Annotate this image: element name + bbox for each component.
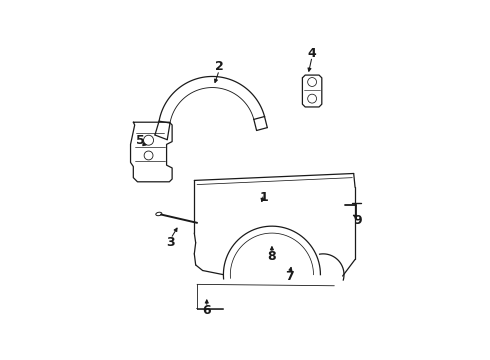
Text: 1: 1 [259, 190, 268, 203]
Text: 2: 2 [215, 60, 223, 73]
Text: 6: 6 [202, 304, 211, 317]
Text: 3: 3 [167, 236, 175, 249]
Text: 7: 7 [286, 270, 294, 283]
Text: 9: 9 [353, 214, 362, 227]
Text: 5: 5 [136, 134, 145, 147]
Text: 4: 4 [308, 47, 317, 60]
Text: 8: 8 [268, 250, 276, 263]
